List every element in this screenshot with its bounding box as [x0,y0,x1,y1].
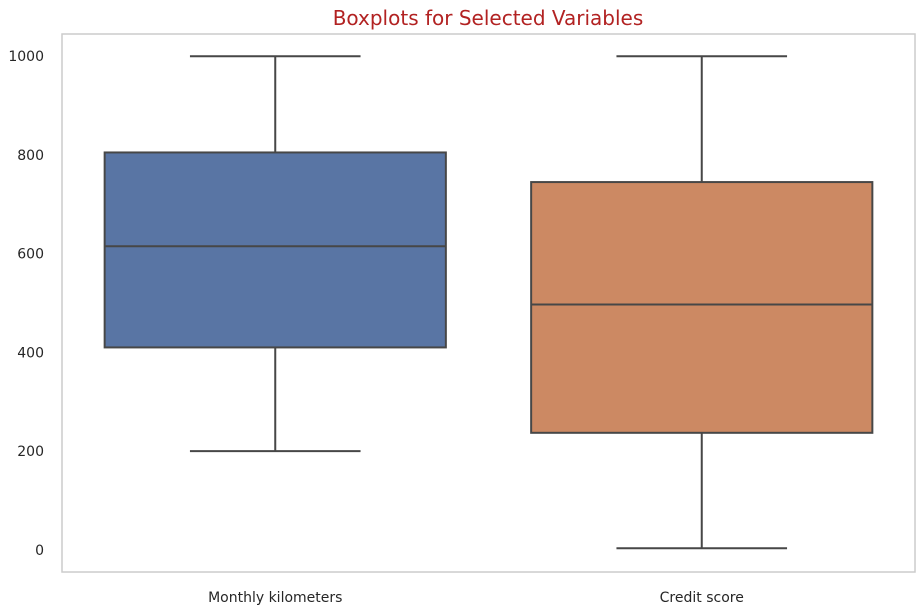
y-axis: 0 200 400 600 800 1000 [8,49,44,559]
box-group [530,55,874,550]
y-tick-label: 800 [17,148,44,164]
y-tick-label: 0 [35,543,44,559]
box-group [103,55,447,453]
y-tick-label: 400 [17,345,44,361]
x-category-label: Credit score [660,590,744,606]
y-tick-label: 600 [17,247,44,263]
x-axis: Monthly kilometers Credit score [208,590,744,606]
box-series [103,55,874,550]
chart-title: Boxplots for Selected Variables [333,6,644,30]
y-tick-label: 1000 [8,49,44,65]
x-category-label: Monthly kilometers [208,590,342,606]
iqr-box [103,151,447,349]
y-tick-label: 200 [17,444,44,460]
iqr-box [530,181,874,434]
